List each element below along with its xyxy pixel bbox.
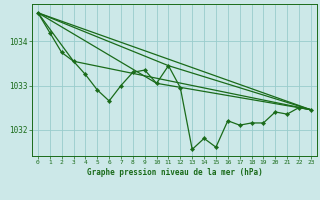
- X-axis label: Graphe pression niveau de la mer (hPa): Graphe pression niveau de la mer (hPa): [86, 168, 262, 177]
